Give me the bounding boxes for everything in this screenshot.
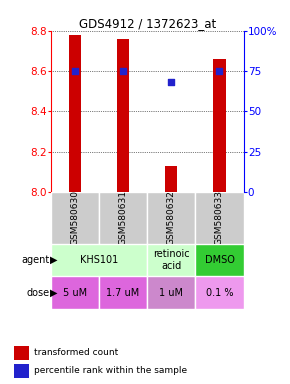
Bar	[99, 276, 147, 309]
Bar	[99, 192, 147, 244]
Point	[72, 68, 77, 74]
Bar	[51, 192, 99, 244]
Text: ▶: ▶	[50, 288, 57, 298]
Text: 5 uM: 5 uM	[63, 288, 87, 298]
Bar	[147, 276, 195, 309]
Text: GSM580632: GSM580632	[167, 190, 176, 245]
Text: KHS101: KHS101	[80, 255, 118, 265]
Bar	[213, 59, 226, 192]
Text: agent: agent	[21, 255, 49, 265]
Bar	[51, 276, 99, 309]
Title: GDS4912 / 1372623_at: GDS4912 / 1372623_at	[79, 17, 216, 30]
Bar	[69, 35, 81, 192]
Bar	[147, 192, 195, 244]
Bar	[195, 192, 244, 244]
Text: dose: dose	[26, 288, 49, 298]
Text: 0.1 %: 0.1 %	[206, 288, 233, 298]
Bar	[147, 244, 195, 276]
Text: retinoic
acid: retinoic acid	[153, 249, 190, 271]
Bar	[51, 244, 147, 276]
Text: 1.7 uM: 1.7 uM	[106, 288, 140, 298]
Text: GSM580633: GSM580633	[215, 190, 224, 245]
Bar	[14, 346, 30, 360]
Bar	[165, 166, 177, 192]
Bar	[117, 39, 129, 192]
Bar	[195, 244, 244, 276]
Point	[121, 68, 125, 74]
Point	[169, 79, 174, 85]
Text: GSM580631: GSM580631	[119, 190, 128, 245]
Text: ▶: ▶	[50, 255, 57, 265]
Text: percentile rank within the sample: percentile rank within the sample	[34, 366, 187, 376]
Point	[217, 68, 222, 74]
Bar	[195, 276, 244, 309]
Bar	[14, 364, 30, 378]
Text: 1 uM: 1 uM	[159, 288, 183, 298]
Text: DMSO: DMSO	[204, 255, 234, 265]
Text: transformed count: transformed count	[34, 348, 118, 358]
Text: GSM580630: GSM580630	[70, 190, 79, 245]
